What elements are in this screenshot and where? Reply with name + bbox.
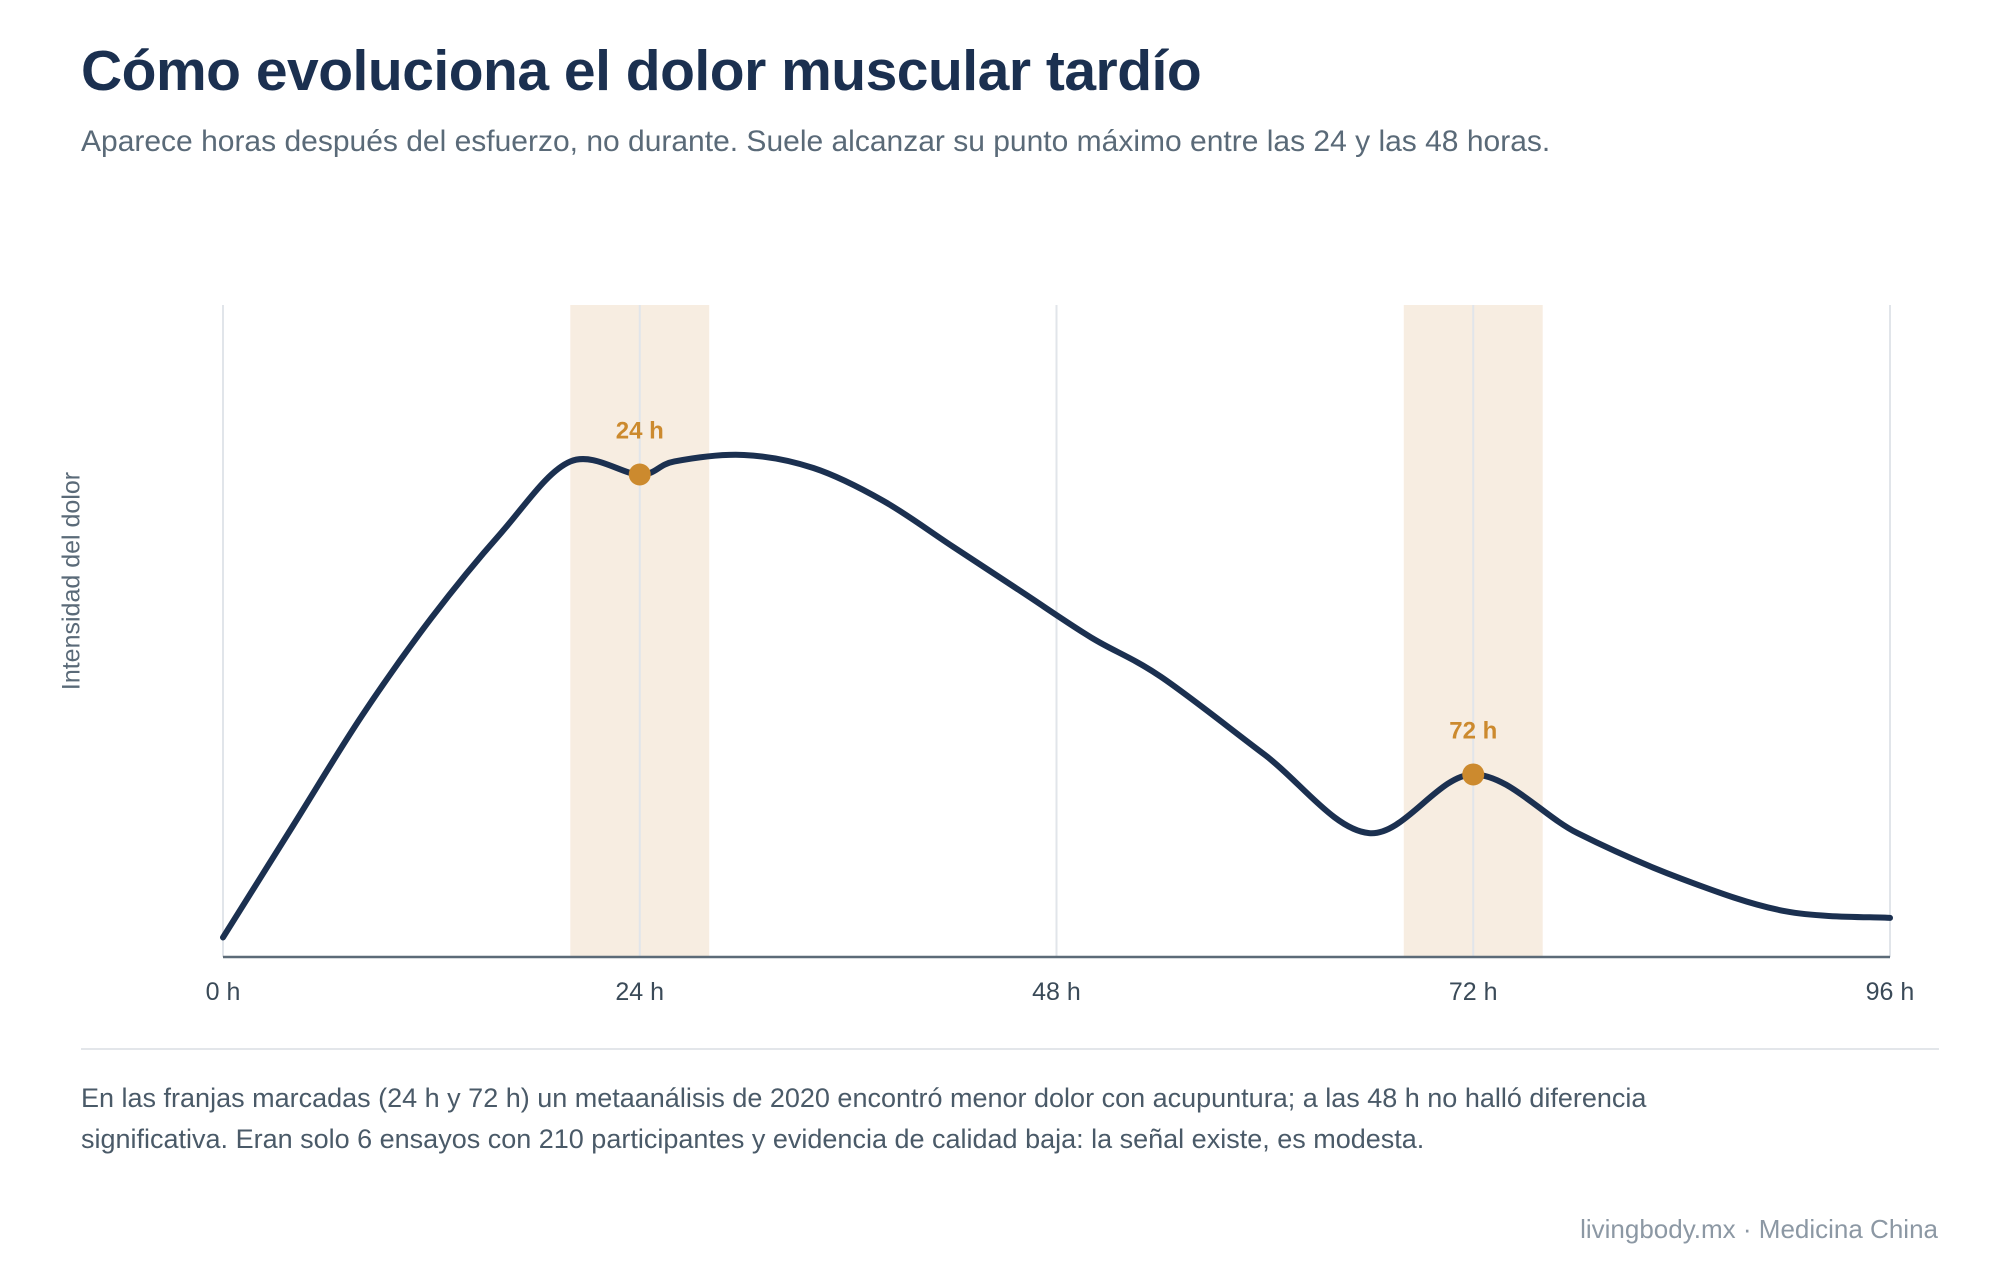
x-tick-label: 0 h bbox=[206, 978, 241, 1006]
annotation-markers: 24 h 72 h bbox=[616, 418, 1497, 786]
marker-label-24h: 24 h bbox=[616, 418, 664, 445]
y-axis-label: Intensidad del dolor bbox=[58, 472, 86, 690]
chart-subtitle: Aparece horas después del esfuerzo, no d… bbox=[81, 125, 1551, 158]
chart-title: Cómo evoluciona el dolor muscular tardío bbox=[81, 39, 1202, 103]
pain-intensity-curve bbox=[220, 451, 1893, 941]
divider bbox=[81, 1048, 1939, 1050]
study-note: En las franjas marcadas (24 h y 72 h) un… bbox=[81, 1083, 1647, 1154]
source-footer: livingbody.mx · Medicina China bbox=[1580, 1214, 1938, 1244]
x-tick-label: 72 h bbox=[1449, 978, 1498, 1006]
x-tick-label: 48 h bbox=[1032, 978, 1081, 1006]
x-tick-label: 24 h bbox=[615, 978, 664, 1006]
marker-24h bbox=[628, 463, 651, 486]
marker-label-72h: 72 h bbox=[1449, 717, 1497, 744]
pain-curve-chart: 0 h 24 h 48 h 72 h 96 h Intensidad del dolor… bbox=[58, 305, 1915, 1006]
vertical-gridlines bbox=[222, 305, 1891, 957]
marker-72h bbox=[1462, 763, 1485, 786]
x-tick-labels: 0 h 24 h 48 h 72 h 96 h bbox=[206, 978, 1915, 1006]
x-tick-label: 96 h bbox=[1866, 978, 1915, 1006]
